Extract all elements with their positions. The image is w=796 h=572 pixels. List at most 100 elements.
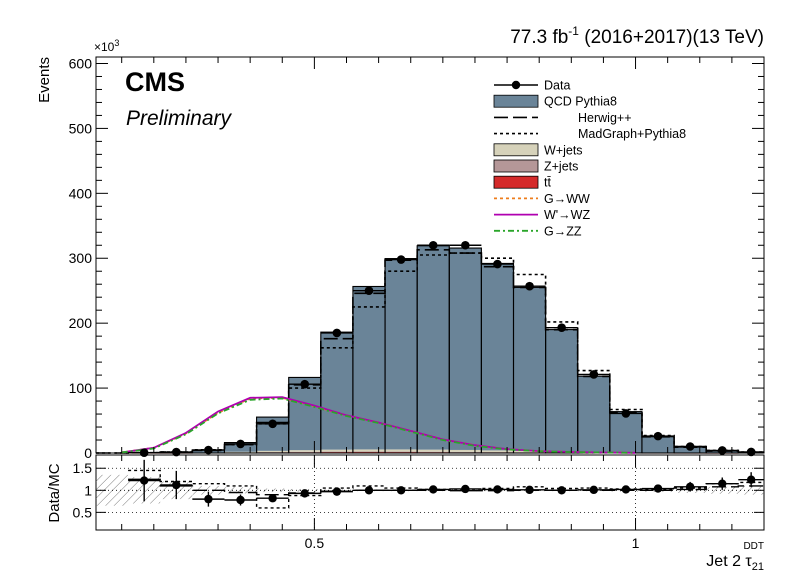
y-tick-label: 100: [69, 380, 93, 396]
ratio-data-point: [653, 484, 663, 493]
stack-bar: [513, 450, 546, 453]
y-tick-label: 200: [69, 315, 93, 331]
ratio-plot-area: 0.5 1 0.5 1 1.5: [73, 455, 765, 551]
stack-bar: [256, 452, 289, 453]
legend-label: tt̄: [544, 176, 551, 190]
data-point: [461, 240, 470, 250]
data-point: [557, 323, 566, 333]
ratio-data-point: [461, 484, 470, 494]
ratio-y-tick-label: 1.5: [73, 460, 93, 476]
data-point: [493, 259, 502, 269]
stack-bar: [449, 449, 482, 452]
stack-bar: [256, 450, 289, 453]
main-plot-area: 0 100 200 300 400 500 600: [69, 55, 765, 461]
ratio-y-tick-label: 1: [84, 482, 92, 498]
data-point: [525, 281, 534, 291]
stack-bar: [641, 436, 675, 453]
stack-bar: [224, 451, 257, 453]
stack-bar: [288, 377, 321, 451]
x-axis-label-sup: DDT: [743, 541, 764, 552]
stack-bar: [481, 452, 514, 453]
stack-bar: [577, 376, 610, 453]
legend-label: Data: [544, 79, 570, 93]
y-tick-label: 300: [69, 250, 93, 266]
y-scale-factor: ×103: [94, 38, 119, 54]
ratio-data-point: [621, 485, 631, 494]
legend-label: MadGraph+Pythia8: [578, 127, 686, 141]
ratio-mc-line: [128, 478, 764, 496]
stack-bar: [352, 449, 386, 452]
data-point: [332, 328, 342, 338]
ratio-data-point: [746, 475, 756, 484]
ratio-data-point: [396, 486, 406, 495]
legend-label: G→WW: [544, 192, 590, 206]
stack-bar: [288, 451, 321, 453]
ratio-data-point: [429, 485, 438, 494]
data-point: [653, 431, 663, 441]
legend-label: W'→WZ: [544, 208, 590, 222]
ratio-data-point: [589, 485, 598, 495]
ratio-data-point: [525, 485, 534, 495]
ratio-data-point: [172, 480, 181, 490]
legend-label: G→ZZ: [544, 224, 582, 238]
stack-bar: [417, 245, 450, 450]
data-point: [621, 409, 631, 418]
ratio-uncertainty-band: [706, 486, 739, 494]
preliminary-label: Preliminary: [126, 107, 233, 130]
stack-bar: [417, 451, 450, 453]
stack-bar: [320, 449, 353, 452]
stack-bar: [449, 451, 482, 453]
y-tick-label: 600: [69, 55, 93, 71]
stack-bar: [385, 449, 418, 452]
legend-fill-swatch: [493, 94, 539, 108]
stack-bar: [352, 451, 386, 453]
stack-bar: [320, 332, 353, 450]
ratio-data-point: [718, 479, 727, 488]
stack-bar: [481, 263, 514, 451]
legend-fill-swatch: [493, 159, 539, 173]
stack-bar: [320, 451, 353, 453]
legend-fill-swatch: [493, 175, 539, 189]
data-point: [589, 370, 599, 379]
lumi-label: 77.3 fb-1 (2016+2017)(13 TeV): [510, 24, 764, 48]
data-point: [396, 255, 406, 264]
legend-data-marker: [511, 80, 521, 90]
data-point: [685, 442, 695, 451]
stack-bar: [288, 450, 321, 452]
x-axis-label: Jet 2 τ21: [706, 553, 764, 572]
ratio-data-point: [493, 485, 502, 494]
stack-bar: [385, 258, 418, 450]
stack-bar: [417, 449, 450, 452]
data-point: [139, 448, 149, 457]
data-point: [268, 419, 277, 429]
ratio-data-point: [557, 486, 566, 495]
y-tick-label: 400: [69, 185, 93, 201]
x-tick-label: 0.5: [305, 535, 325, 551]
data-point: [717, 446, 727, 455]
legend: Data QCD Pythia8 Herwig++ MadGraph+Pythia8 W…: [493, 79, 686, 238]
ratio-data-point: [300, 489, 309, 498]
stack-bar: [513, 287, 546, 451]
ratio-data-point: [204, 494, 213, 504]
x-tick-label: 1: [632, 535, 640, 551]
stack-bar: [449, 248, 482, 450]
data-point: [428, 240, 438, 250]
ratio-data-point: [364, 486, 374, 495]
ratio-data-point: [268, 494, 277, 503]
ratio-y-tick-label: 0.5: [73, 504, 93, 520]
data-point: [236, 439, 245, 449]
stack-bar: [545, 329, 578, 452]
legend-label: W+jets: [544, 143, 583, 157]
ratio-data-point: [139, 476, 149, 485]
stack-bar: [481, 450, 514, 453]
signal-curve: [121, 396, 636, 454]
y-axis-label: Events: [36, 57, 53, 103]
legend-label: Herwig++: [578, 111, 632, 125]
data-point: [300, 379, 310, 389]
ratio-data-point: [236, 495, 245, 505]
data-point: [171, 447, 181, 457]
ratio-data-point: [332, 487, 342, 496]
cms-label: CMS: [125, 67, 185, 97]
data-point: [204, 445, 213, 455]
